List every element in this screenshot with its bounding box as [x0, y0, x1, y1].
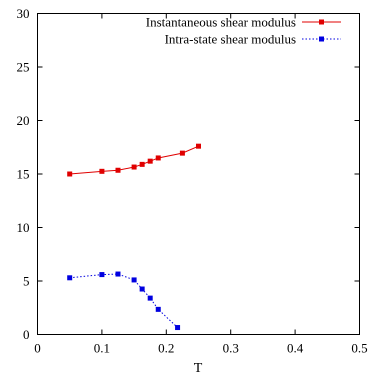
- data-point: [67, 171, 73, 177]
- y-tick-label: 5: [23, 274, 30, 289]
- series-layer: [67, 143, 201, 331]
- series-1: [67, 143, 201, 177]
- data-point: [131, 164, 137, 170]
- data-point: [115, 167, 121, 173]
- y-tick-label: 25: [17, 60, 30, 75]
- x-axis-title: T: [194, 361, 203, 375]
- y-tick-label: 15: [17, 167, 30, 182]
- data-point: [67, 275, 73, 281]
- data-point: [155, 155, 161, 161]
- legend-label: Intra-state shear modulus: [165, 32, 296, 47]
- y-tick-label: 10: [17, 220, 30, 235]
- data-point: [179, 150, 185, 156]
- data-point: [99, 272, 105, 278]
- data-point: [139, 161, 145, 167]
- data-point: [115, 271, 121, 277]
- data-point: [99, 168, 105, 174]
- y-tick-label: 0: [23, 327, 30, 342]
- data-point: [147, 295, 153, 301]
- data-point: [139, 286, 145, 292]
- data-point: [196, 143, 201, 149]
- x-tick-label: 0.1: [94, 341, 110, 356]
- series-2: [67, 271, 181, 331]
- legend: Instantaneous shear modulus Intra-state s…: [146, 15, 341, 47]
- tick-labels: 0 0.1 0.2 0.3 0.4 0.5 0 5 10 15 20 25 30: [17, 6, 368, 356]
- data-point: [155, 306, 161, 312]
- plot-frame: [37, 13, 360, 335]
- tick-marks: [37, 13, 360, 335]
- y-tick-label: 20: [17, 113, 30, 128]
- legend-marker: [319, 36, 324, 42]
- x-tick-label: 0.3: [223, 341, 239, 356]
- series-line: [69, 273, 178, 328]
- legend-label: Instantaneous shear modulus: [146, 15, 296, 30]
- data-point: [175, 325, 181, 331]
- x-tick-label: 0.4: [287, 341, 304, 356]
- data-point: [131, 277, 137, 283]
- series-line: [69, 145, 199, 175]
- x-tick-label: 0.2: [158, 341, 174, 356]
- data-point: [147, 158, 153, 164]
- x-tick-label: 0.5: [351, 341, 367, 356]
- x-tick-label: 0: [34, 341, 41, 356]
- legend-marker: [319, 19, 324, 25]
- y-tick-label: 30: [17, 6, 30, 21]
